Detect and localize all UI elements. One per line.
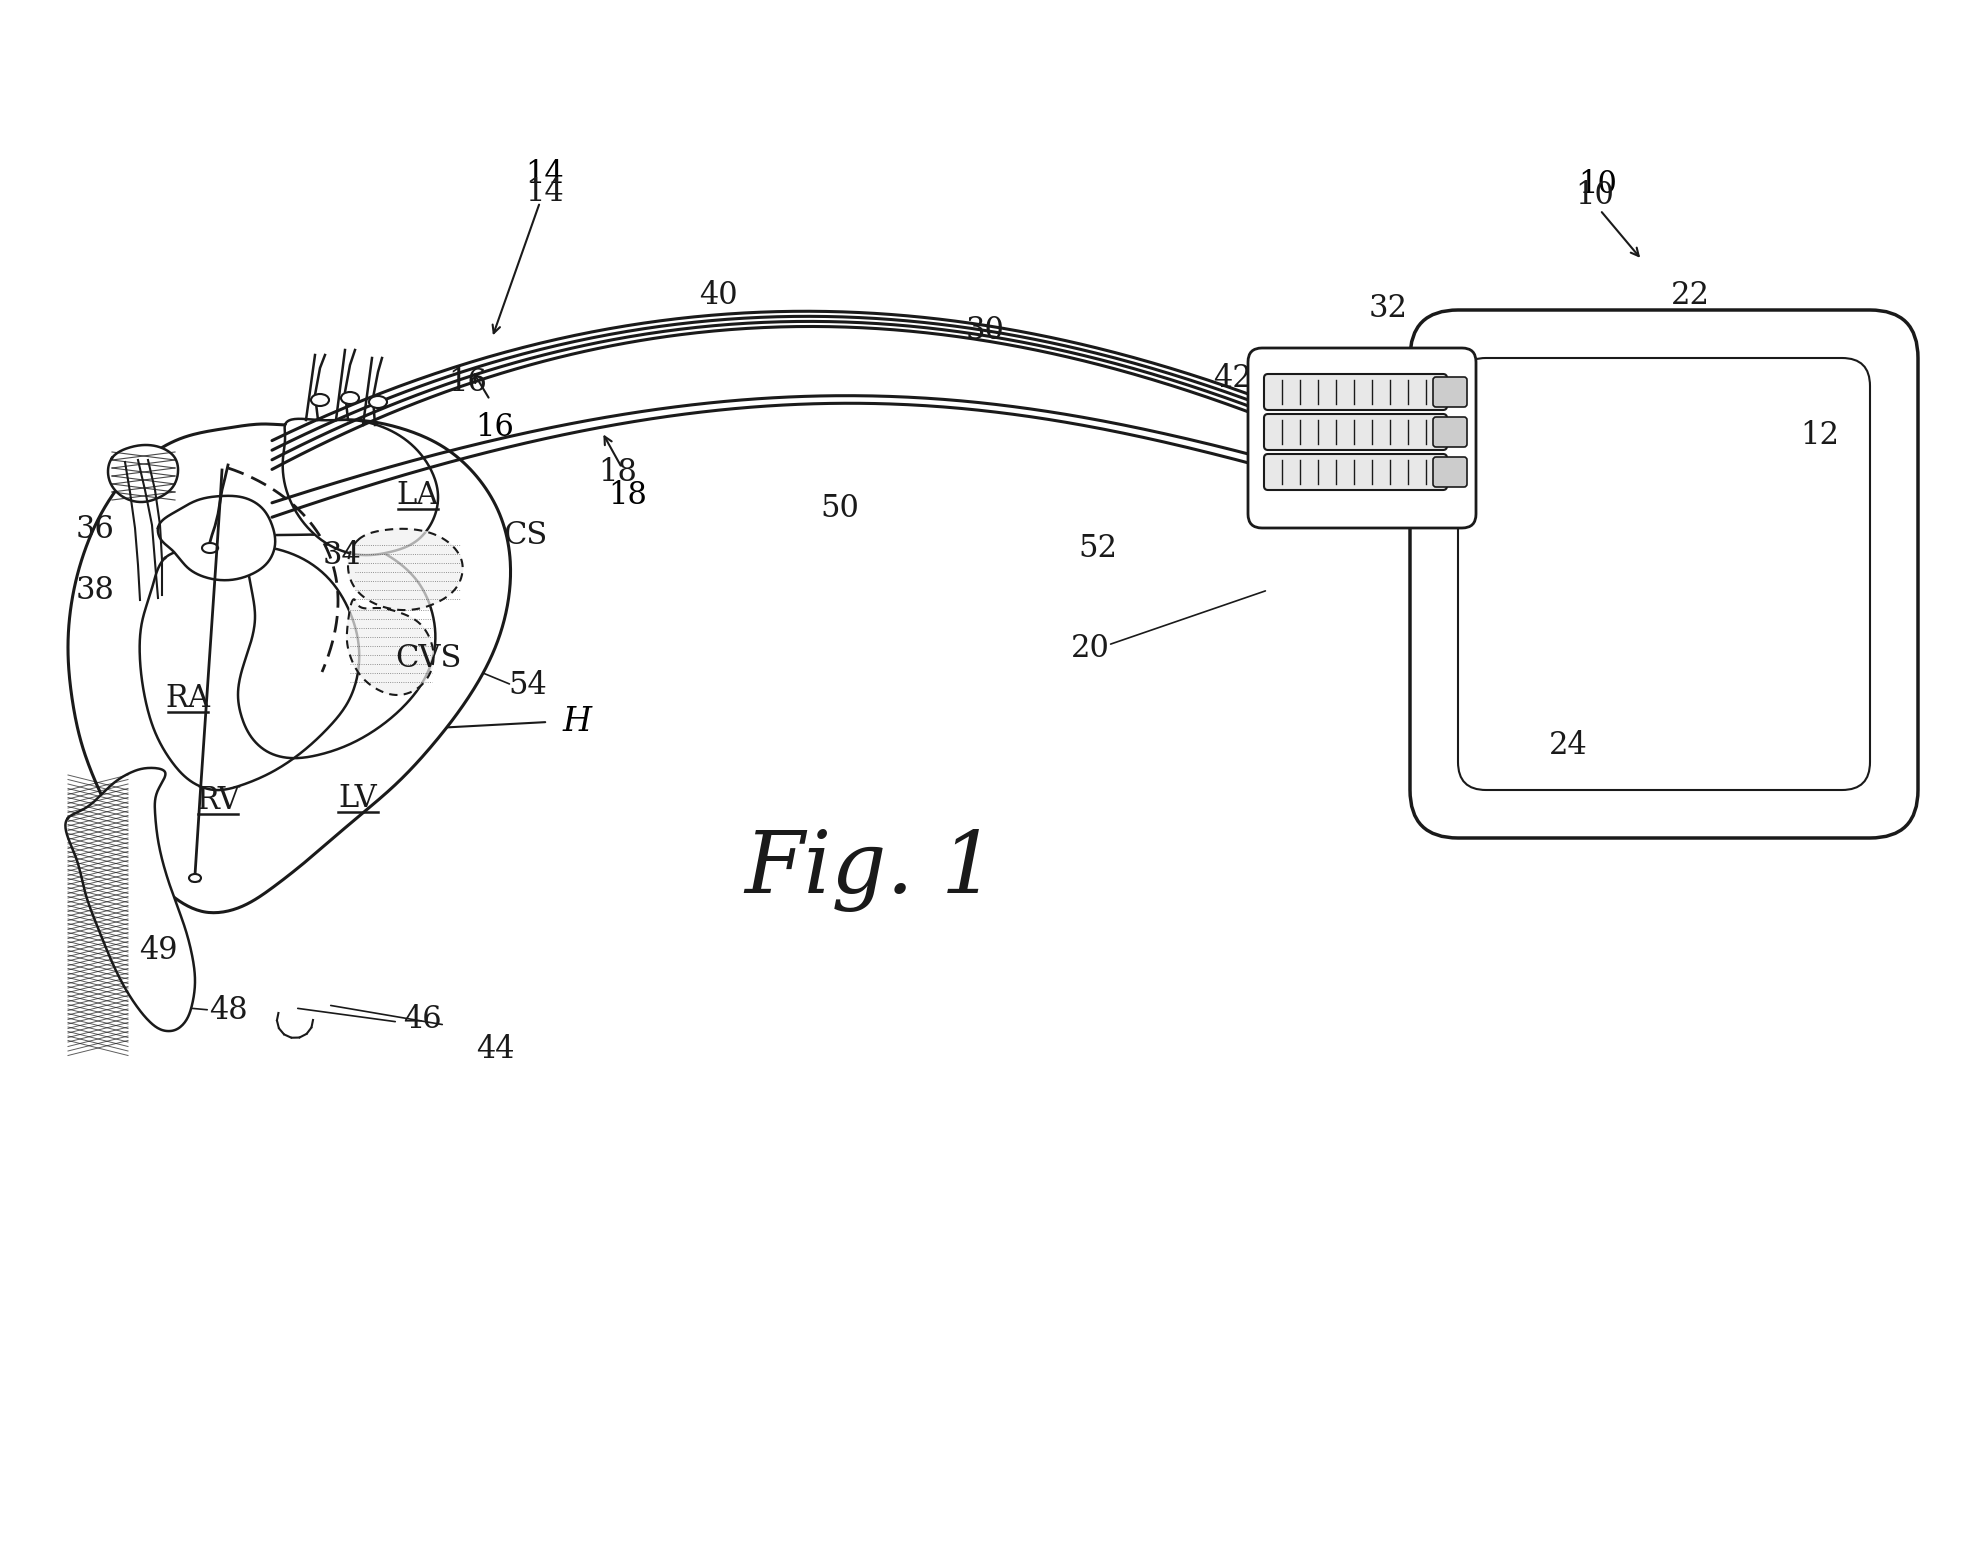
Text: CS: CS (503, 520, 546, 551)
Text: 44: 44 (475, 1034, 515, 1065)
Text: LA: LA (397, 480, 439, 511)
Text: 36: 36 (76, 514, 115, 545)
FancyBboxPatch shape (1248, 349, 1476, 528)
Text: 22: 22 (1671, 280, 1709, 310)
Polygon shape (348, 529, 463, 610)
Text: 38: 38 (76, 575, 115, 606)
FancyBboxPatch shape (1264, 374, 1447, 409)
Text: Fig. 1: Fig. 1 (743, 828, 995, 911)
Text: 18: 18 (598, 456, 638, 487)
FancyBboxPatch shape (1433, 458, 1466, 487)
Text: 52: 52 (1079, 532, 1117, 564)
Text: 16: 16 (475, 413, 515, 444)
Text: RV: RV (197, 785, 240, 816)
Text: RA: RA (165, 682, 211, 713)
Text: 24: 24 (1548, 730, 1588, 760)
Text: LV: LV (338, 783, 378, 813)
Text: 50: 50 (821, 492, 860, 523)
Text: 49: 49 (139, 934, 177, 965)
Text: 40: 40 (699, 280, 737, 310)
Ellipse shape (189, 873, 201, 881)
Polygon shape (66, 768, 195, 1031)
FancyBboxPatch shape (1264, 455, 1447, 490)
Text: 30: 30 (966, 315, 1005, 346)
Text: 34: 34 (322, 539, 362, 570)
Text: H: H (562, 705, 590, 738)
Text: 20: 20 (1071, 632, 1109, 663)
Polygon shape (157, 495, 276, 581)
FancyBboxPatch shape (1411, 310, 1917, 838)
Text: 48: 48 (209, 995, 246, 1026)
FancyBboxPatch shape (1264, 414, 1447, 450)
Text: 32: 32 (1369, 293, 1407, 324)
Text: 14: 14 (527, 176, 564, 207)
Text: 46: 46 (403, 1004, 441, 1035)
FancyBboxPatch shape (1433, 377, 1466, 406)
Text: 10: 10 (1578, 170, 1617, 199)
Text: 54: 54 (509, 670, 546, 701)
Text: 14: 14 (527, 159, 564, 190)
Text: 42: 42 (1212, 363, 1252, 394)
Ellipse shape (312, 394, 330, 406)
Text: 16: 16 (449, 366, 487, 397)
Text: CVS: CVS (395, 643, 461, 674)
Text: 10: 10 (1576, 179, 1613, 210)
Polygon shape (282, 419, 437, 556)
Text: 18: 18 (608, 480, 648, 511)
Polygon shape (348, 599, 433, 694)
Ellipse shape (342, 392, 360, 403)
Polygon shape (238, 534, 435, 758)
Text: 12: 12 (1800, 419, 1840, 450)
FancyBboxPatch shape (1433, 417, 1466, 447)
Ellipse shape (370, 395, 387, 408)
Polygon shape (139, 545, 360, 789)
Polygon shape (68, 420, 511, 912)
Polygon shape (107, 445, 179, 501)
FancyBboxPatch shape (1458, 358, 1870, 789)
